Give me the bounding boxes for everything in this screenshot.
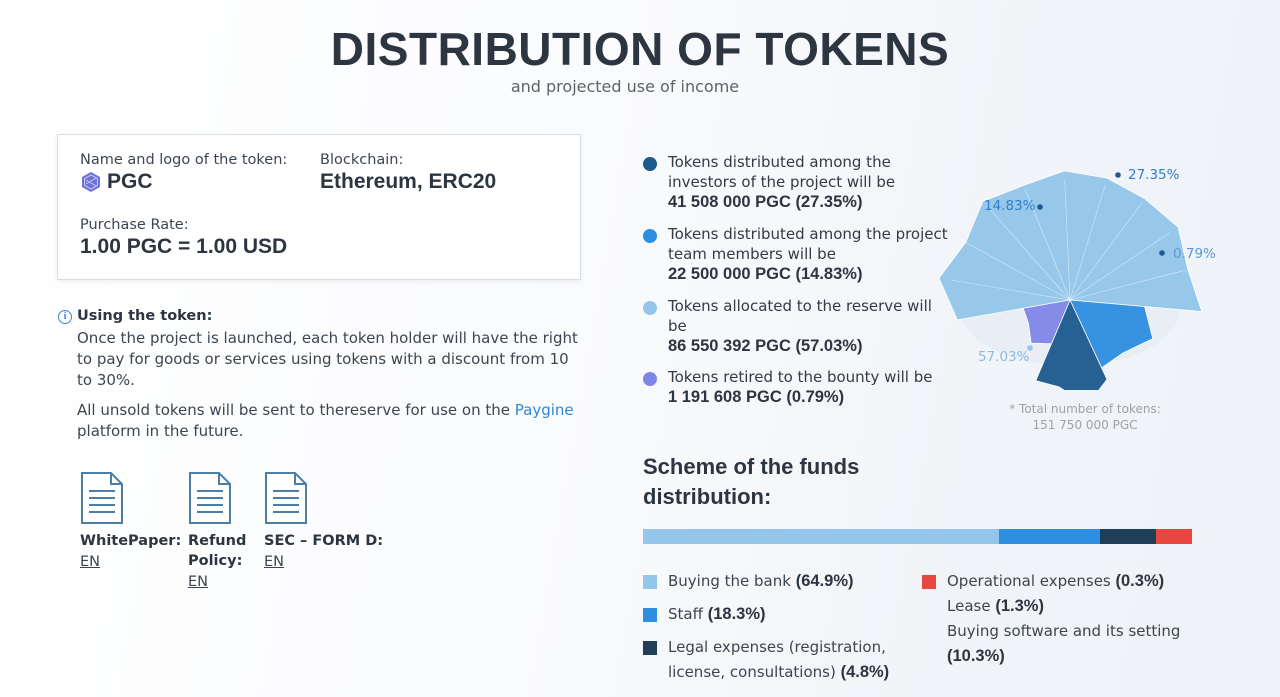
fund-label: Operational expenses — [947, 572, 1111, 590]
chart-slice-divider — [1064, 180, 1071, 301]
chart-pct-label: 0.79% — [1173, 246, 1216, 262]
funds-distribution-bar — [643, 529, 1192, 544]
fund-pct: (1.3%) — [995, 597, 1044, 615]
document-label: WhitePaper: — [80, 533, 182, 549]
hexagon-logo-icon — [82, 172, 100, 192]
document-refund-policy[interactable]: Refund Policy: EN — [188, 471, 248, 593]
fund-color-swatch — [643, 608, 657, 622]
fund-label: Legal expenses (registration, license, c… — [668, 638, 886, 681]
document-label: SEC – FORM D: — [264, 533, 384, 549]
fund-item-staff: Staff (18.3%) — [643, 602, 766, 627]
funds-bar-segment — [1099, 529, 1157, 544]
blockchain-value: Ethereum, ERC20 — [320, 170, 497, 193]
funds-bar-segment — [999, 529, 1100, 544]
legend-text: Tokens distributed among the investors o… — [668, 153, 896, 191]
page-title: DISTRIBUTION OF TOKENS — [330, 23, 950, 75]
legend-amount: 41 508 000 PGC (27.35%) — [668, 193, 863, 211]
document-sec-form-d[interactable]: SEC – FORM D: EN — [264, 471, 383, 573]
chart-slice-divider — [1069, 203, 1142, 301]
legend-dot — [643, 229, 657, 243]
token-info-card: Name and logo of the token: PGC Blockcha… — [57, 134, 581, 280]
token-name-value: PGC — [107, 170, 153, 193]
legend-dot — [643, 301, 657, 315]
chart-slice-divider — [965, 241, 1071, 301]
chart-slice-divider — [951, 279, 1071, 301]
chart-label-dot — [1037, 204, 1043, 210]
info-title: Using the token: — [77, 308, 213, 324]
legend-text: Tokens allocated to the reserve will be — [668, 297, 932, 335]
info-paragraph-2-end: platform in the future. — [77, 422, 244, 440]
legend-text: Tokens retired to the bounty will be — [668, 368, 933, 386]
chart-label-dot — [1115, 172, 1121, 178]
legend-amount: 1 191 608 PGC (0.79%) — [668, 388, 845, 406]
fund-color-swatch — [922, 575, 936, 589]
chart-pct-label: 14.83% — [984, 198, 1036, 214]
purchase-rate-value: 1.00 PGC = 1.00 USD — [80, 235, 288, 258]
fund-item-legal: Legal expenses (registration, license, c… — [643, 635, 898, 685]
page-subtitle: and projected use of income — [510, 77, 740, 96]
fund-label: Lease — [947, 597, 991, 615]
paygine-link[interactable]: Paygine — [514, 401, 574, 419]
chart-label-dot — [1159, 250, 1165, 256]
chart-label-dot — [1027, 345, 1033, 351]
legend-dot — [643, 372, 657, 386]
document-whitepaper[interactable]: WhitePaper: EN — [80, 471, 181, 573]
scheme-title: Scheme of the funds distribution: — [643, 454, 860, 509]
document-label: Refund Policy: — [188, 533, 247, 569]
total-note-line-2: 151 750 000 PGC — [1032, 418, 1138, 432]
chart-pct-label: 27.35% — [1128, 167, 1180, 183]
document-icon — [81, 472, 123, 524]
document-icon — [265, 472, 307, 524]
blockchain-label: Blockchain: — [320, 152, 404, 168]
funds-bar-segment — [643, 529, 1000, 544]
fund-pct: (4.8%) — [840, 663, 890, 681]
distribution-chart-svg: 27.35% 14.83% 57.03% 0.79% — [938, 167, 1216, 407]
chart-slice-divider — [990, 210, 1071, 301]
legend-dot — [643, 157, 657, 171]
document-lang-link[interactable]: EN — [264, 554, 285, 570]
chart-slice-divider — [1024, 188, 1071, 301]
total-note-line-1: * Total number of tokens: — [1009, 402, 1161, 416]
info-paragraph-2: All unsold tokens will be sent to theres… — [77, 400, 587, 442]
legend-text: Tokens distributed among the project tea… — [668, 225, 948, 263]
purchase-rate-label: Purchase Rate: — [80, 217, 189, 233]
token-name-row: PGC — [80, 170, 153, 194]
chart-slice-divider — [1069, 185, 1106, 301]
chart-slice-bounty — [1022, 299, 1071, 345]
fund-color-swatch — [643, 641, 657, 655]
chart-slice-divider — [1069, 232, 1170, 301]
info-paragraph-1: Once the project is launched, each token… — [77, 329, 578, 389]
fund-label: Buying software and its setting — [947, 622, 1181, 640]
document-lang-link[interactable]: EN — [80, 554, 101, 570]
fund-label: Staff — [668, 605, 703, 623]
fund-pct: (64.9%) — [795, 572, 854, 590]
document-icon — [189, 472, 231, 524]
fund-pct: (0.3%) — [1115, 572, 1165, 590]
fund-item-bank: Buying the bank (64.9%) — [643, 569, 854, 594]
total-tokens-note: * Total number of tokens: 151 750 000 PG… — [960, 401, 1210, 433]
fund-color-swatch — [643, 575, 657, 589]
fund-label: Buying the bank — [668, 572, 791, 590]
token-distribution-chart: 27.35% 14.83% 57.03% 0.79% — [938, 150, 1230, 407]
token-name-label: Name and logo of the token: — [80, 152, 288, 168]
document-lang-link[interactable]: EN — [188, 574, 209, 590]
fund-item-operational: Operational expenses (0.3%) Lease (1.3%)… — [922, 569, 1192, 669]
funds-bar-segment — [1156, 529, 1192, 544]
chart-pct-label: 57.03% — [978, 349, 1030, 365]
info-paragraph-2-start: All unsold tokens will be sent to theres… — [77, 401, 515, 419]
info-icon: i — [58, 310, 72, 324]
fund-pct: (10.3%) — [947, 647, 1005, 665]
legend-amount: 22 500 000 PGC (14.83%) — [668, 265, 863, 283]
chart-slice-divider — [1069, 269, 1186, 301]
fund-pct: (18.3%) — [707, 605, 766, 623]
legend-amount: 86 550 392 PGC (57.03%) — [668, 337, 863, 355]
